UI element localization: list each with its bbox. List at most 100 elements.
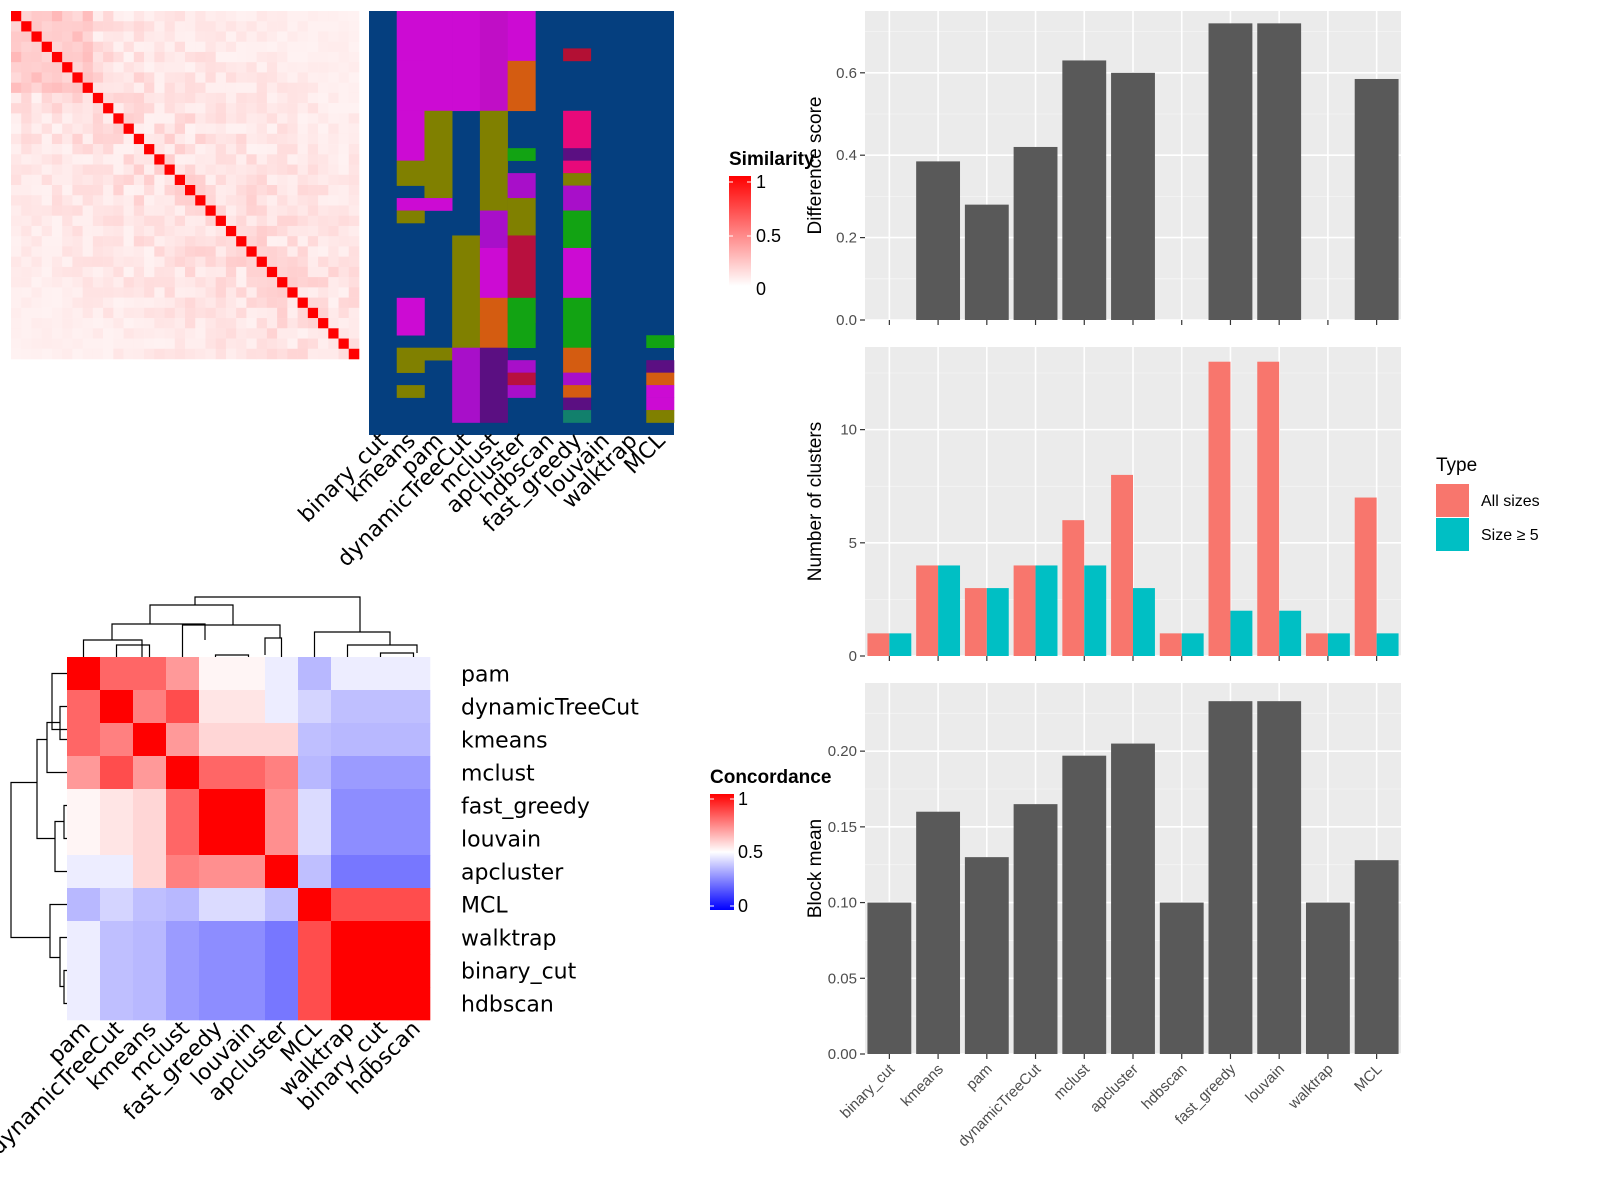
- similarity-cell: [11, 215, 22, 227]
- similarity-cell: [277, 51, 288, 63]
- similarity-cell: [51, 113, 63, 124]
- similarity-cell: [72, 21, 83, 32]
- similarity-cell: [205, 256, 217, 268]
- similarity-cell: [41, 246, 53, 257]
- similarity-cell: [215, 51, 227, 63]
- similarity-cell: [82, 144, 94, 155]
- similarity-cell: [328, 113, 339, 124]
- similarity-cell: [11, 92, 22, 104]
- similarity-cell: [328, 72, 339, 83]
- similarity-cell: [144, 195, 155, 206]
- similarity-cell: [328, 185, 339, 196]
- similarity-cell: [287, 185, 298, 196]
- y-tick-label: 0.00: [828, 1046, 857, 1063]
- similarity-cell: [256, 236, 268, 247]
- similarity-cell: [41, 164, 53, 176]
- similarity-cell: [246, 328, 257, 339]
- similarity-cell: [103, 246, 114, 257]
- concordance-cell: [133, 690, 167, 724]
- similarity-cell: [92, 72, 104, 83]
- similarity-cell: [11, 72, 22, 83]
- similarity-cell: [133, 41, 145, 53]
- similarity-cell: [348, 11, 360, 22]
- similarity-cell: [123, 195, 135, 206]
- similarity-cell: [225, 11, 237, 22]
- concordance-dendrograms: [10, 596, 418, 1005]
- similarity-cell: [256, 185, 268, 196]
- similarity-cell: [256, 328, 268, 339]
- similarity-cell: [164, 51, 176, 63]
- assignment-segment: [479, 210, 508, 249]
- similarity-cell: [205, 21, 217, 32]
- similarity-cell: [266, 62, 278, 73]
- similarity-cell: [246, 41, 257, 53]
- similarity-cell: [287, 287, 298, 298]
- similarity-cell: [205, 72, 217, 83]
- similarity-cell: [82, 103, 94, 114]
- similarity-cell: [185, 266, 196, 278]
- similarity-cell: [41, 266, 53, 278]
- similarity-cell: [123, 133, 135, 145]
- concordance-cell: [265, 690, 299, 724]
- similarity-cell: [113, 225, 124, 237]
- similarity-cell: [144, 307, 155, 319]
- similarity-cell: [256, 277, 268, 288]
- similarity-cell: [103, 225, 114, 237]
- concordance-cell: [133, 921, 167, 955]
- similarity-cell: [318, 41, 329, 53]
- similarity-cell: [82, 246, 94, 257]
- concordance-cell: [364, 954, 398, 988]
- similarity-cell: [246, 154, 257, 165]
- similarity-cell: [92, 82, 104, 94]
- similarity-cell: [133, 133, 145, 145]
- similarity-cell: [307, 133, 319, 145]
- concordance-cell: [331, 888, 365, 922]
- concordance-cell: [397, 657, 431, 691]
- similarity-cell: [225, 256, 237, 268]
- similarity-cell: [31, 133, 43, 145]
- similarity-cell: [318, 21, 329, 32]
- similarity-cell: [174, 348, 186, 360]
- similarity-cell: [225, 266, 237, 278]
- similarity-cell: [41, 185, 53, 196]
- similarity-cell: [72, 318, 83, 329]
- similarity-cell: [133, 72, 145, 83]
- similarity-cell: [133, 338, 145, 350]
- assignment-segment: [563, 347, 592, 373]
- similarity-cell: [31, 72, 43, 83]
- similarity-cell: [133, 297, 145, 309]
- similarity-cell: [185, 62, 196, 73]
- bar: [1305, 902, 1350, 1054]
- similarity-cell: [328, 82, 339, 94]
- concordance-cell: [100, 690, 134, 724]
- similarity-cell: [256, 92, 268, 104]
- similarity-cell: [174, 297, 186, 309]
- concordance-cell: [232, 921, 266, 955]
- similarity-cell: [266, 92, 278, 104]
- concordance-cell: [331, 657, 365, 691]
- similarity-cell: [144, 21, 155, 32]
- similarity-cell: [195, 338, 206, 350]
- similarity-cell: [123, 318, 135, 329]
- similarity-cell: [266, 144, 278, 155]
- similarity-cell: [103, 236, 114, 247]
- similarity-cell: [246, 246, 257, 257]
- concordance-cell: [397, 756, 431, 790]
- similarity-cell: [318, 103, 329, 114]
- similarity-cell: [338, 236, 350, 247]
- similarity-cell: [287, 328, 298, 339]
- concordance-cell: [199, 657, 233, 691]
- similarity-cell: [256, 144, 268, 155]
- similarity-cell: [256, 297, 268, 309]
- similarity-cell: [164, 72, 176, 83]
- similarity-cell: [318, 154, 329, 165]
- column-dendrogram-branch: [181, 624, 281, 657]
- similarity-cell: [103, 297, 114, 309]
- similarity-cell: [92, 21, 104, 32]
- similarity-cell: [195, 185, 206, 196]
- similarity-cell: [41, 41, 53, 53]
- similarity-cell: [133, 318, 145, 329]
- similarity-cell: [31, 205, 43, 217]
- similarity-cell: [51, 297, 63, 309]
- similarity-cell: [51, 21, 63, 32]
